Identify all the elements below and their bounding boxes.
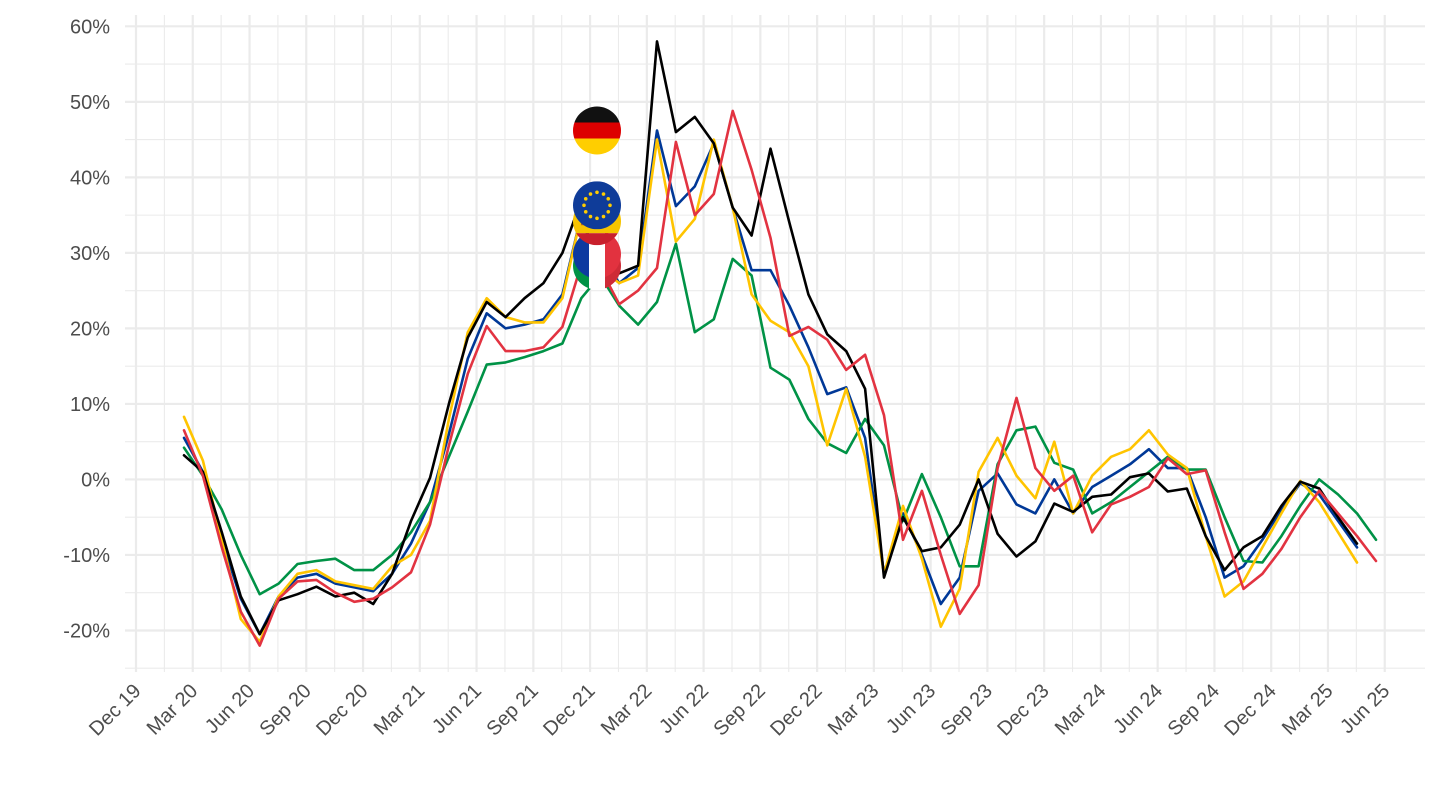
y-tick-label: 10% [70,394,110,416]
x-tick-label: Mar 24 [1051,680,1111,740]
series-line-eu [182,109,1378,647]
x-tick-label: Mar 23 [824,680,884,740]
series-line-spain [182,138,1359,644]
x-tick-label: Dec 20 [312,680,372,740]
x-tick-label: Jun 25 [1336,680,1394,738]
x-tick-label: Jun 21 [428,680,486,738]
x-tick-label: Jun 23 [882,680,940,738]
x-tick-label: Mar 22 [597,680,657,740]
x-tick-label: Dec 21 [539,680,599,740]
x-tick-label: Sep 21 [482,680,542,740]
x-tick-label: Sep 20 [255,680,315,740]
series-lines [182,40,1378,647]
y-tick-label: -20% [63,620,110,642]
x-tick-label: Dec 23 [993,680,1053,740]
y-tick-label: 60% [70,16,110,38]
y-tick-label: 0% [81,469,110,491]
x-tick-label: Jun 22 [655,680,713,738]
y-tick-label: 20% [70,318,110,340]
x-tick-label: Sep 24 [1164,680,1224,740]
series-line-italy [182,242,1378,596]
x-tick-label: Mar 20 [143,680,203,740]
x-tick-label: Dec 19 [85,680,145,740]
x-tick-label: Jun 24 [1109,680,1167,738]
series-line-germany [182,40,1359,636]
x-tick-label: Dec 22 [766,680,826,740]
y-tick-label: 30% [70,243,110,265]
y-tick-label: 40% [70,167,110,189]
x-tick-label: Jun 20 [201,680,259,738]
x-tick-label: Mar 21 [370,680,430,740]
flag-markers [573,106,621,290]
y-tick-label: 50% [70,92,110,114]
y-tick-label: -10% [63,545,110,567]
x-tick-label: Dec 24 [1220,680,1280,740]
series-line-france [182,129,1359,636]
x-tick-label: Sep 22 [710,680,770,740]
x-tick-label: Mar 25 [1278,680,1338,740]
y-axis: -20% -10% 0% 10% 20% 30% 40% 50% 60% [63,16,110,642]
x-tick-label: Sep 23 [937,680,997,740]
gridlines [125,15,1425,672]
germany-flag-icon [573,106,621,155]
eu-flag-icon [573,181,621,230]
